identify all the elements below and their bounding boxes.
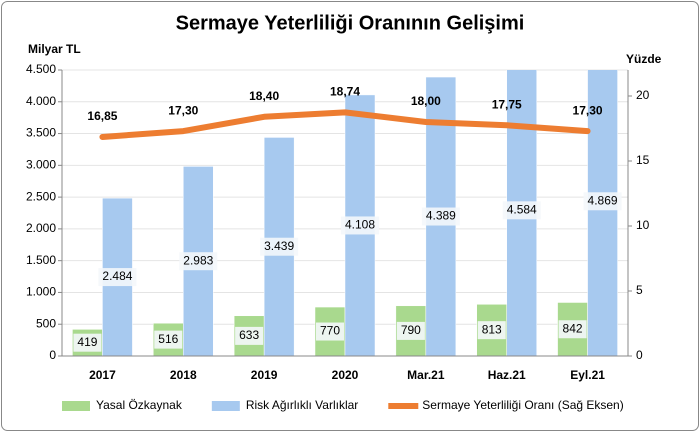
data-label-box	[179, 252, 218, 271]
data-label-box	[477, 321, 506, 340]
legend-label: Risk Ağırlıklı Varlıklar	[246, 398, 358, 412]
y-tick-label: 0	[49, 348, 56, 362]
data-label-box	[73, 333, 102, 352]
chart-title: Sermaye Yeterliliği Oranının Gelişimi	[176, 12, 525, 34]
line-label: 18,74	[330, 85, 360, 99]
data-label: 790	[401, 323, 421, 337]
data-label-box	[98, 268, 137, 287]
x-tick-label: 2020	[332, 368, 359, 382]
line-label: 17,75	[492, 97, 522, 111]
data-label: 2.484	[102, 269, 132, 283]
y-tick-label: 500	[36, 316, 56, 330]
y-tick-label: 4.000	[26, 94, 56, 108]
line-label: 18,40	[249, 89, 279, 103]
line	[99, 109, 591, 140]
data-label: 770	[320, 324, 340, 338]
line-label: 16,85	[87, 109, 117, 123]
x-tick-label: 2017	[89, 368, 116, 382]
data-label-box	[502, 201, 541, 220]
data-label-box	[340, 216, 380, 235]
line-label: 18,00	[411, 94, 441, 108]
y2-tick-label: 15	[636, 153, 650, 167]
legend-swatch	[62, 401, 90, 411]
data-label-box	[583, 192, 622, 211]
data-label: 842	[563, 321, 583, 335]
data-label: 3.439	[264, 239, 294, 253]
data-label-box	[260, 237, 299, 256]
y2-tick-label: 20	[636, 88, 650, 102]
data-label-box	[396, 321, 425, 340]
data-label-box	[235, 326, 264, 345]
data-label: 419	[77, 335, 97, 349]
x-tick-label: 2019	[251, 368, 278, 382]
y-axis-label: Milyar TL	[28, 42, 81, 56]
y-tick-label: 3.000	[26, 158, 56, 172]
data-label: 2.983	[183, 253, 213, 267]
y-tick-label: 2.000	[26, 221, 56, 235]
y-tick-label: 3.500	[26, 126, 56, 140]
data-label: 4.584	[507, 203, 537, 217]
data-label: 4.869	[588, 193, 618, 207]
data-label: 4.108	[345, 218, 375, 232]
data-label-box	[154, 330, 183, 349]
y2-tick-label: 10	[636, 218, 650, 232]
data-label: 4.389	[426, 209, 456, 223]
x-tick-label: 2018	[170, 368, 197, 382]
legend-label: Yasal Özkaynak	[96, 398, 183, 412]
x-tick-label: Mar.21	[407, 368, 445, 382]
x-tick-label: Haz.21	[488, 368, 526, 382]
y2-axis-label: Yüzde	[626, 52, 662, 66]
data-label-box	[558, 320, 587, 339]
y-tick-label: 1.500	[26, 253, 56, 267]
line-label: 17,30	[573, 103, 603, 117]
data-label-box	[421, 207, 460, 226]
data-label: 516	[158, 332, 178, 346]
x-tick-label: Eyl.21	[570, 368, 605, 382]
y2-tick-label: 5	[636, 283, 643, 297]
data-label: 813	[482, 322, 502, 336]
line-label: 17,30	[168, 103, 198, 117]
data-label: 633	[239, 328, 259, 342]
y-tick-label: 1.000	[26, 285, 56, 299]
legend-swatch	[211, 401, 240, 411]
y-tick-label: 2.500	[26, 189, 56, 203]
y2-tick-label: 0	[636, 348, 643, 362]
y-tick-label: 4.500	[26, 62, 56, 76]
data-label-box	[315, 322, 345, 341]
legend-label: Sermaye Yeterliliği Oranı (Sağ Eksen)	[422, 398, 623, 412]
